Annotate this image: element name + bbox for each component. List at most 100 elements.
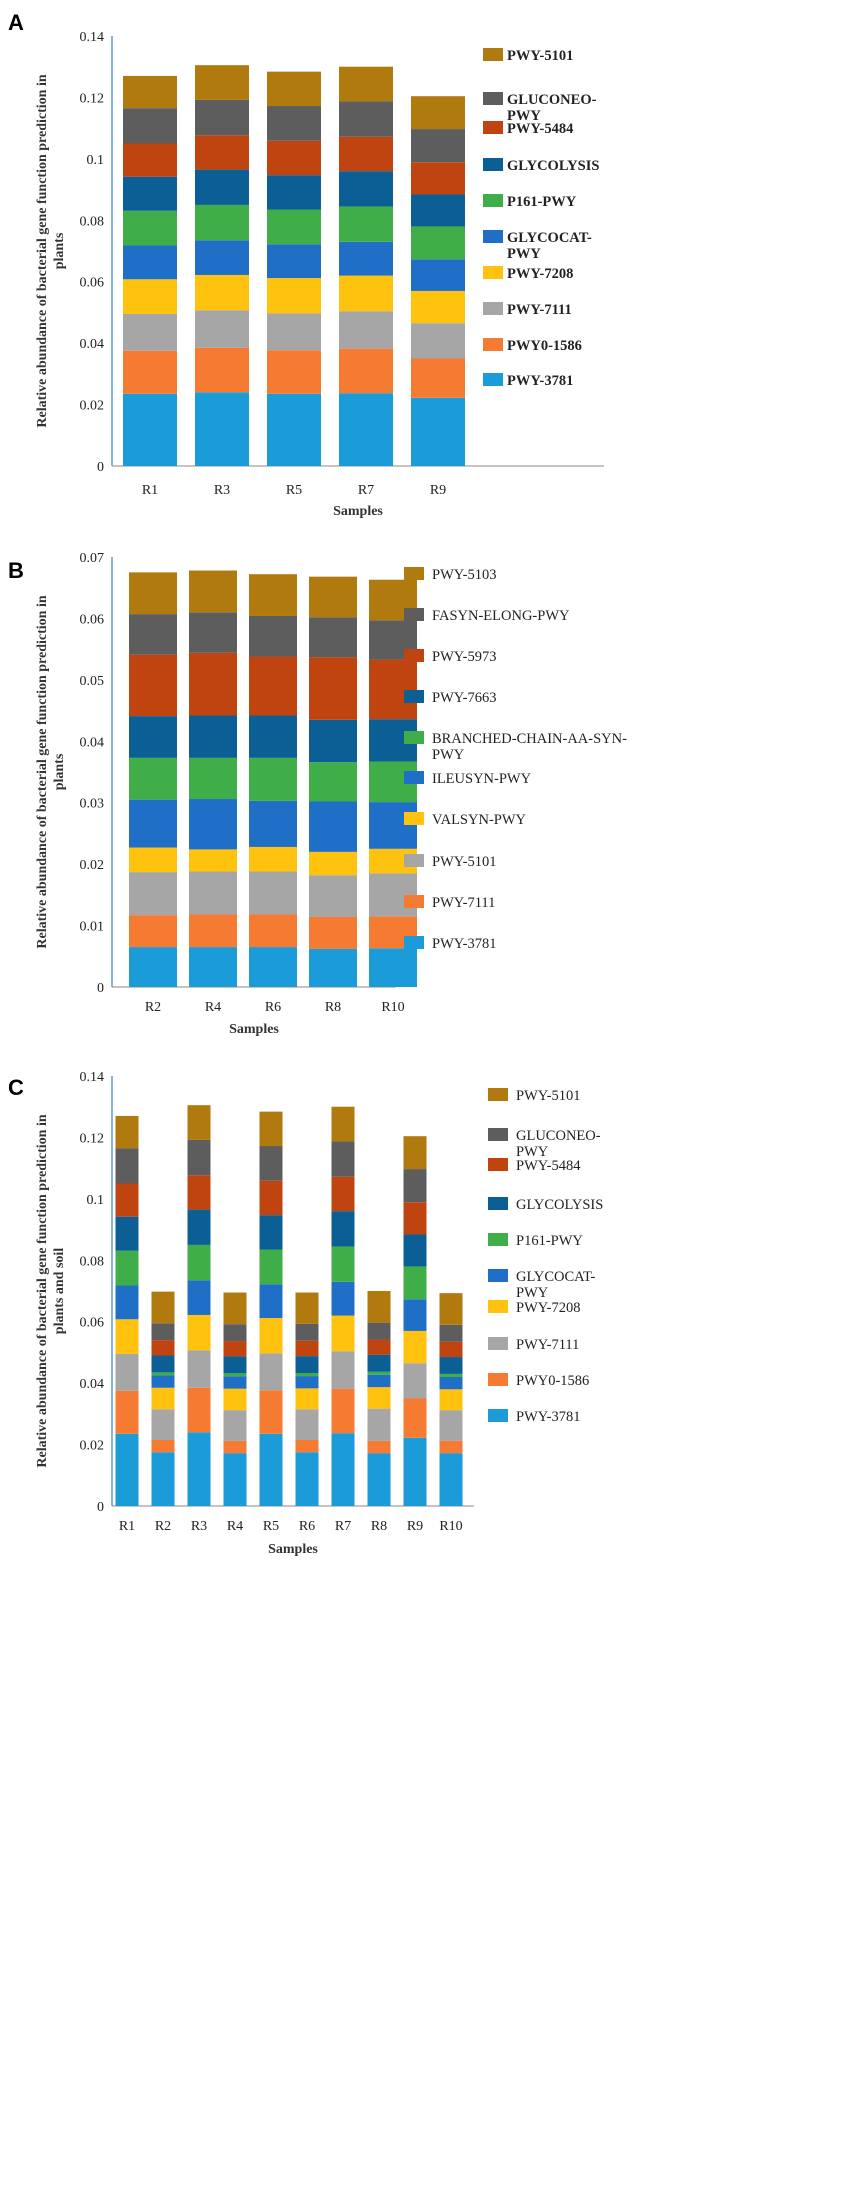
bar-segment-glycolysis-r5 [259, 1215, 283, 1250]
bar-segment-glycocat-pwy-r5 [259, 1284, 283, 1319]
bar-segment-glycolysis-r5 [267, 175, 321, 210]
x-tick-label: R5 [263, 1519, 279, 1534]
legend-swatch-pwy-5484 [483, 121, 503, 134]
bar-segment-pwy-7111-r5 [267, 313, 321, 351]
x-tick-label: R3 [191, 1519, 207, 1534]
x-tick-label: R1 [142, 483, 158, 498]
bar-segment-pwy-5101-r7 [331, 1106, 355, 1142]
legend-swatch-pwy0-1586 [483, 338, 503, 351]
bar-segment-pwy-7208-r4 [223, 1388, 247, 1411]
bar-segment-pwy-7111-r9 [411, 323, 465, 359]
bar-segment-pwy-5484-r7 [339, 136, 393, 172]
bar-segment-pwy-5101-r8 [309, 875, 357, 917]
y-axis-title: Relative abundance of bacterial gene fun… [35, 595, 67, 948]
bar-segment-glycolysis-r3 [195, 169, 249, 205]
legend-label: PWY-5101 [507, 48, 573, 64]
bar-segment-pwy-7208-r2 [151, 1387, 175, 1410]
bar-segment-p161-pwy-r5 [267, 209, 321, 245]
bar-segment-pwy-5484-r1 [115, 1183, 139, 1217]
legend-label: GLYCOCAT-PWY [516, 1269, 596, 1301]
bar-segment-pwy-7111-r9 [403, 1363, 427, 1399]
chart-panel-b: B 0 0.01 0.02 0.03 0.04 0.05 0.06 0.07 R2 R4 R6 R8 R1… [8, 551, 627, 1037]
bar-segment-pwy-5484-r4 [223, 1341, 247, 1357]
legend-swatch-pwy-3781 [488, 1409, 508, 1422]
y-tick-label: 0.02 [80, 399, 105, 414]
chart-panel-a: A 0 0.02 0.04 0.06 0.08 0.1 0.12 0.14 R1 R3 R5 R7 R9 S… [8, 10, 604, 519]
legend-swatch-pwy-3781 [404, 936, 424, 949]
legend-label: GLYCOLYSIS [507, 158, 599, 174]
bar-segment-valsyn-pwy-r8 [309, 851, 357, 876]
bar-segment-p161-pwy-r10 [439, 1373, 463, 1377]
bar-segment-ileusyn-pwy-r10 [369, 802, 417, 849]
bar-segment-pwy-7208-r3 [187, 1314, 211, 1351]
bar-segment-p161-pwy-r3 [187, 1244, 211, 1281]
y-axis-title: Relative abundance of bacterial gene fun… [35, 74, 67, 427]
bar-segment-glycolysis-r1 [115, 1216, 139, 1251]
bar-segment-p161-pwy-r7 [331, 1246, 355, 1282]
legend-swatch-pwy-3781 [483, 373, 503, 386]
bar-segment-pwy-3781-r4 [189, 947, 237, 987]
y-tick-label: 0 [97, 460, 104, 475]
bar-segment-pwy0-1586-r9 [403, 1398, 427, 1438]
legend-swatch-ileusyn-pwy [404, 771, 424, 784]
bar-segment-gluconeo-pwy-r5 [259, 1146, 283, 1181]
bar-segment-pwy-5484-r1 [123, 143, 177, 177]
y-tick-label: 0 [97, 981, 104, 996]
bar-segment-glycolysis-r7 [331, 1211, 355, 1247]
bar-segment-pwy-7663-r2 [129, 716, 177, 758]
bar-segment-pwy-5973-r4 [189, 652, 237, 716]
y-tick-label: 0.1 [87, 1193, 105, 1208]
bar-segment-pwy-7111-r2 [129, 915, 177, 948]
bar-segment-pwy-7663-r6 [249, 715, 297, 758]
bar-segment-pwy-7208-r7 [331, 1315, 355, 1352]
x-tick-label: R6 [265, 1000, 281, 1015]
bar-segment-glycolysis-r9 [403, 1234, 427, 1267]
legend-label: PWY-3781 [507, 373, 573, 389]
y-tick-label: 0.08 [80, 1254, 105, 1269]
x-tick-label: R8 [325, 1000, 341, 1015]
bar-segment-glycocat-pwy-r10 [439, 1377, 463, 1390]
bar-segment-pwy0-1586-r7 [331, 1388, 355, 1434]
bar-segment-pwy-5484-r2 [151, 1340, 175, 1356]
bar-segment-glycolysis-r4 [223, 1356, 247, 1374]
bar-segment-ileusyn-pwy-r6 [249, 800, 297, 847]
bar-segment-pwy0-1586-r2 [151, 1439, 175, 1453]
bar-segment-pwy0-1586-r1 [115, 1390, 139, 1434]
bar-segment-pwy-5484-r3 [187, 1175, 211, 1210]
bar-segment-pwy-7111-r10 [439, 1410, 463, 1441]
x-tick-label: R6 [299, 1519, 315, 1534]
bar-segment-glycolysis-r9 [411, 194, 465, 227]
bar-segment-pwy-3781-r6 [249, 947, 297, 987]
bar-segment-pwy-3781-r8 [309, 948, 357, 987]
bar-segment-pwy-3781-r6 [295, 1452, 319, 1506]
x-tick-label: R9 [430, 483, 446, 498]
bar-segment-p161-pwy-r7 [339, 206, 393, 242]
legend-swatch-glycocat-pwy [483, 230, 503, 243]
bar-segment-glycolysis-r8 [367, 1354, 391, 1372]
bar-segment-p161-pwy-r9 [411, 226, 465, 260]
bar-segment-glycocat-pwy-r9 [403, 1299, 427, 1331]
bar-segment-pwy-5484-r5 [259, 1180, 283, 1216]
bar-segment-fasyn-elong-pwy-r6 [249, 615, 297, 657]
bar-segment-pwy-7208-r5 [259, 1318, 283, 1354]
bar-segment-gluconeo-pwy-r3 [187, 1139, 211, 1176]
legend-swatch-pwy-5101 [404, 854, 424, 867]
bar-segment-pwy-5484-r5 [267, 140, 321, 176]
x-tick-label: R5 [286, 483, 302, 498]
bar-segment-p161-pwy-r3 [195, 204, 249, 241]
panel-label-c: C [8, 1075, 24, 1100]
bar-segment-pwy-5103-r4 [189, 570, 237, 613]
bar-segment-glycocat-pwy-r8 [367, 1374, 391, 1388]
bar-segment-valsyn-pwy-r6 [249, 846, 297, 872]
y-tick-label: 0.06 [80, 276, 105, 291]
bar-segment-p161-pwy-r8 [367, 1371, 391, 1375]
bar-segment-pwy-7208-r7 [339, 275, 393, 312]
y-tick-label: 0.1 [87, 153, 105, 168]
legend-swatch-pwy-5101 [488, 1088, 508, 1101]
bar-segment-pwy-5484-r7 [331, 1176, 355, 1212]
y-tick-label: 0.05 [80, 674, 105, 689]
bar-segment-pwy-5101-r10 [369, 873, 417, 917]
bar-segment-pwy-3781-r8 [367, 1453, 391, 1506]
bar-segment-fasyn-elong-pwy-r2 [129, 614, 177, 655]
bar-segment-pwy-3781-r7 [339, 393, 393, 466]
